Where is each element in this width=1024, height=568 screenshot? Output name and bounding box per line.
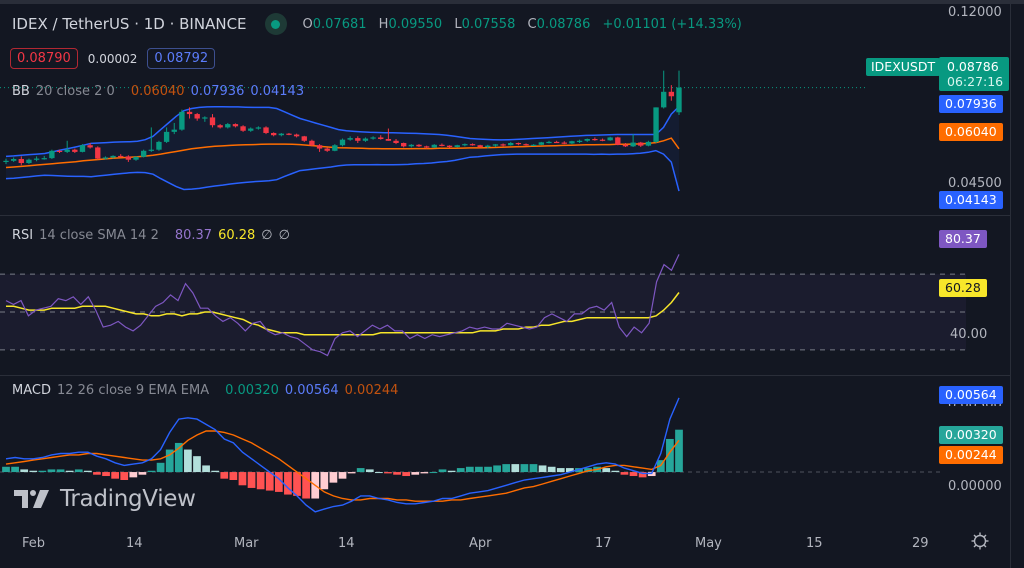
macd-tick-1: 0.00000 [948,479,1002,494]
last-price-tag: 0.08786 06:27:16 [939,57,1010,91]
open-label: O [302,16,313,32]
price-change: +0.01101 (+14.33%) [602,16,742,32]
high-label: H [378,16,389,32]
pane-separator-macd[interactable] [0,375,1010,376]
symbol-tag: IDEXUSDT [866,58,941,76]
macd-legend[interactable]: MACD 12 26 close 9 EMA EMA 0.00320 0.005… [12,383,398,398]
last-price: 0.08786 [947,59,999,74]
time-label-feb-14: 14 [126,536,143,551]
macd-hist-value: 0.00320 [225,383,279,398]
macd-line-value: 0.00564 [284,383,339,398]
symbol-legend: IDEX / TetherUS · 1D · BINANCE O0.07681 … [12,13,742,35]
rsi-legend[interactable]: RSI 14 close SMA 14 2 80.37 60.28 ∅ ∅ [12,228,290,243]
time-label-mar-14: 14 [338,536,355,551]
macd-hist-tag: 0.00320 [939,426,1003,444]
top-border [0,0,1024,4]
tradingview-logo-icon [14,490,49,508]
ohlc-values: O0.07681 H0.09550 L0.07558 C0.08786 +0.0… [303,17,742,32]
rsi-tick-40: 40.00 [950,327,988,342]
bb-legend[interactable]: BB 20 close 2 0 0.06040 0.07936 0.04143 [12,84,304,99]
market-status-icon[interactable] [264,13,287,35]
macd-line-tag: 0.00564 [939,386,1003,404]
bb-basis-tag: 0.06040 [939,123,1003,141]
bb-upper-tag: 0.07936 [939,95,1003,113]
bb-lower-value: 0.04143 [250,84,305,99]
price-tick-1: 0.04500 [948,176,1002,191]
time-label-may-15: 15 [806,536,823,551]
bar-countdown: 06:27:16 [947,74,1004,89]
time-label-may: May [695,536,722,551]
close-value: 0.08786 [536,16,591,32]
spread-value: 0.00002 [87,51,138,66]
bb-upper-value: 0.07936 [190,84,245,99]
rsi-name: RSI [12,228,34,243]
time-label-mar: Mar [234,536,259,551]
low-label: L [454,16,462,32]
trade-buttons: 0.08790 0.00002 0.08792 [10,48,216,69]
symbol-title[interactable]: IDEX / TetherUS · 1D · BINANCE [12,15,247,33]
rsi-value: 80.37 [174,228,213,243]
tradingview-watermark[interactable]: TradingView [14,486,196,512]
rsi-args: 14 close SMA 14 2 [39,228,159,243]
sell-button[interactable]: 0.08790 [10,48,78,69]
time-label-apr-17: 17 [595,536,612,551]
price-axis-separator [1010,4,1011,568]
rsi-sma-value: 60.28 [218,228,256,243]
bb-basis-value: 0.06040 [130,84,185,99]
settings-gear-icon[interactable] [970,531,990,551]
rsi-extra-1: ∅ [261,228,273,243]
bb-lower-tag: 0.04143 [939,191,1003,209]
open-value: 0.07681 [312,16,367,32]
macd-signal-value: 0.00244 [344,383,399,398]
bb-args: 20 close 2 0 [35,84,115,99]
low-value: 0.07558 [461,16,516,32]
watermark-text: TradingView [60,486,196,512]
close-label: C [527,16,537,32]
rsi-sma-tag: 60.28 [939,279,987,297]
bb-name: BB [12,84,30,99]
macd-args: 12 26 close 9 EMA EMA [56,383,210,398]
macd-signal-tag: 0.00244 [939,446,1003,464]
pane-separator-rsi[interactable] [0,215,1010,216]
time-label-apr: Apr [469,536,492,551]
high-value: 0.09550 [388,16,443,32]
rsi-tag: 80.37 [939,230,987,248]
time-label-feb: Feb [22,536,46,551]
price-tick-0: 0.12000 [948,5,1002,20]
time-label-may-29: 29 [912,536,929,551]
buy-button[interactable]: 0.08792 [147,48,216,69]
macd-name: MACD [12,383,51,398]
rsi-extra-2: ∅ [278,228,290,243]
